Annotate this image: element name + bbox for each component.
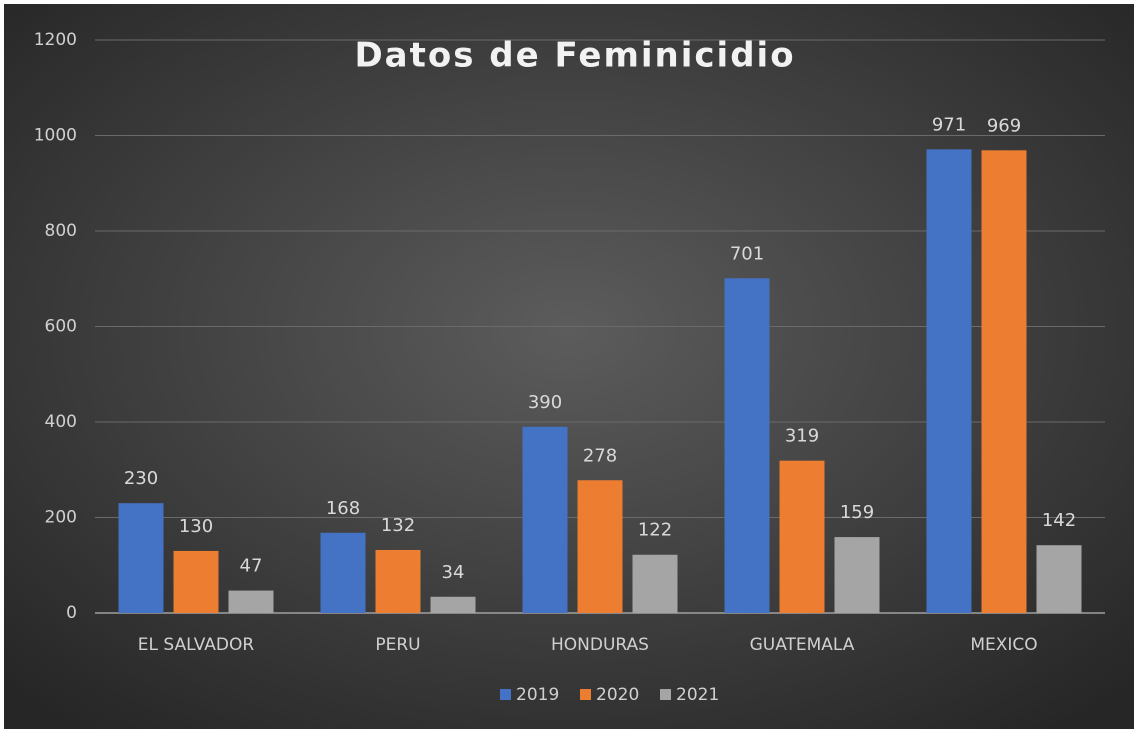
y-tick-label: 0	[66, 603, 77, 623]
bar	[375, 549, 421, 613]
bar	[522, 426, 568, 613]
bar	[1036, 545, 1082, 613]
bar	[430, 596, 476, 613]
data-label: 390	[528, 392, 562, 413]
legend-label: 2021	[676, 685, 719, 705]
data-label: 971	[932, 114, 966, 135]
bar	[981, 150, 1027, 614]
data-label: 278	[583, 445, 617, 466]
x-tick-label: EL SALVADOR	[138, 635, 255, 655]
data-label: 132	[381, 515, 415, 536]
bar	[228, 590, 274, 613]
y-tick-label: 200	[45, 508, 77, 528]
x-tick-label: PERU	[375, 635, 420, 655]
legend-label: 2020	[596, 685, 639, 705]
legend-label: 2019	[516, 685, 559, 705]
legend-swatch	[660, 689, 671, 700]
x-tick-label: GUATEMALA	[750, 635, 855, 655]
data-label: 168	[326, 498, 360, 519]
y-tick-label: 800	[45, 221, 77, 241]
bar	[834, 537, 880, 613]
y-tick-label: 600	[45, 317, 77, 337]
bar	[118, 503, 164, 613]
bar	[724, 278, 770, 613]
chart-title: Datos de Feminicidio	[354, 36, 795, 76]
data-label: 142	[1042, 510, 1076, 531]
legend-swatch	[580, 689, 591, 700]
bar	[926, 149, 972, 613]
data-label: 319	[785, 426, 819, 447]
legend-swatch	[500, 689, 511, 700]
data-label: 34	[442, 562, 465, 583]
data-label: 701	[730, 243, 764, 264]
data-label: 130	[179, 516, 213, 537]
data-label: 122	[638, 520, 672, 541]
y-tick-label: 1000	[34, 126, 77, 146]
bar	[577, 480, 623, 613]
data-label: 969	[987, 115, 1021, 136]
bar	[632, 554, 678, 613]
y-tick-label: 1200	[34, 30, 77, 50]
x-tick-label: MEXICO	[970, 635, 1037, 655]
data-label: 47	[240, 556, 263, 577]
bar	[173, 550, 219, 613]
bar	[779, 460, 825, 613]
data-label: 159	[840, 502, 874, 523]
x-tick-label: HONDURAS	[551, 635, 649, 655]
bar	[320, 532, 366, 613]
y-tick-label: 400	[45, 412, 77, 432]
data-label: 230	[124, 468, 158, 489]
